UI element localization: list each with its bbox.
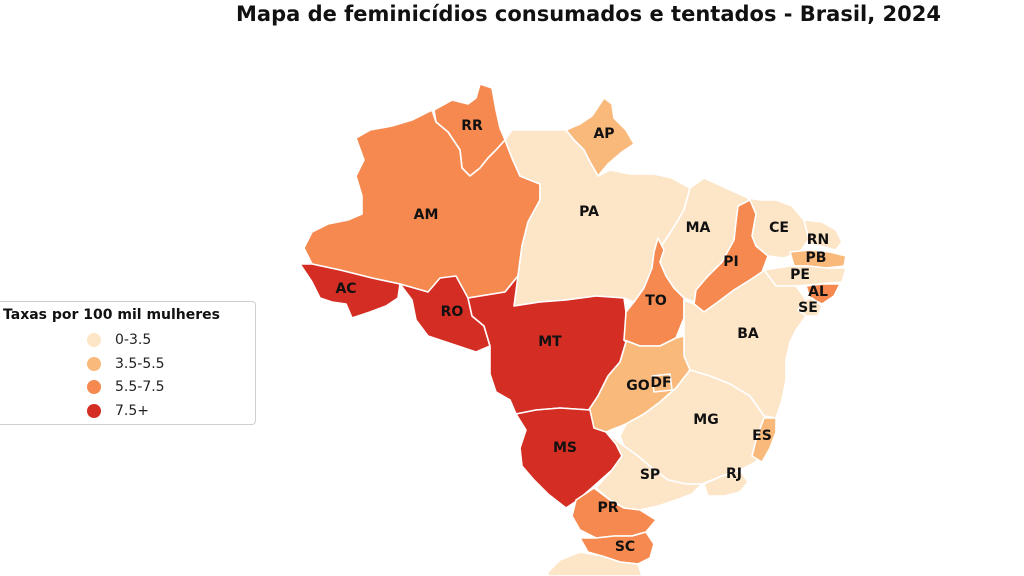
state-label-pa: PA xyxy=(579,204,599,220)
state-rn xyxy=(803,219,843,251)
state-label-pr: PR xyxy=(597,500,618,516)
state-df xyxy=(651,373,673,393)
state-rs xyxy=(547,551,643,576)
legend-swatch xyxy=(87,333,101,347)
state-label-ba: BA xyxy=(737,326,759,342)
legend-item-5-5-7-5: 5.5-7.5 xyxy=(87,377,165,397)
state-label-pe: PE xyxy=(790,267,810,283)
state-label-rr: RR xyxy=(461,118,483,134)
state-sp xyxy=(595,431,703,511)
legend-label: 5.5-7.5 xyxy=(115,379,165,395)
state-label-go: GO xyxy=(626,378,649,394)
state-label-ms: MS xyxy=(553,440,577,456)
legend-label: 7.5+ xyxy=(115,403,149,419)
legend-item-3-5-5-5: 3.5-5.5 xyxy=(87,354,165,374)
state-label-ap: AP xyxy=(593,126,614,142)
state-ac xyxy=(299,263,401,319)
legend-swatch xyxy=(87,380,101,394)
state-label-ma: MA xyxy=(686,220,711,236)
state-label-df: DF xyxy=(650,375,671,391)
legend-label: 0-3.5 xyxy=(115,332,152,348)
map-legend: Taxas por 100 mil mulheres 0-3.5 3.5-5.5… xyxy=(0,301,256,425)
state-label-ac: AC xyxy=(335,281,356,297)
state-label-se: SE xyxy=(798,300,818,316)
state-label-sp: SP xyxy=(640,467,660,483)
map-title: Mapa de feminicídios consumados e tentad… xyxy=(236,2,941,26)
state-rj xyxy=(703,469,749,497)
state-label-es: ES xyxy=(752,428,772,444)
legend-title: Taxas por 100 mil mulheres xyxy=(3,307,220,323)
state-es xyxy=(751,417,777,463)
legend-item-0-3-5: 0-3.5 xyxy=(87,330,151,350)
state-label-al: AL xyxy=(808,284,828,300)
state-label-ce: CE xyxy=(769,220,789,236)
state-label-rj: RJ xyxy=(726,466,742,482)
state-label-am: AM xyxy=(414,207,439,223)
state-label-to: TO xyxy=(645,293,667,309)
legend-swatch xyxy=(87,357,101,371)
legend-label: 3.5-5.5 xyxy=(115,356,165,372)
state-label-sc: SC xyxy=(615,539,635,555)
state-ms xyxy=(515,407,623,509)
legend-swatch xyxy=(87,404,101,418)
state-label-pi: PI xyxy=(723,254,738,270)
state-label-rn: RN xyxy=(807,232,830,248)
legend-item-7-5-plus: 7.5+ xyxy=(87,401,149,421)
state-label-pb: PB xyxy=(806,250,827,266)
state-label-mt: MT xyxy=(538,334,562,350)
state-label-mg: MG xyxy=(693,412,718,428)
state-label-ro: RO xyxy=(441,304,464,320)
